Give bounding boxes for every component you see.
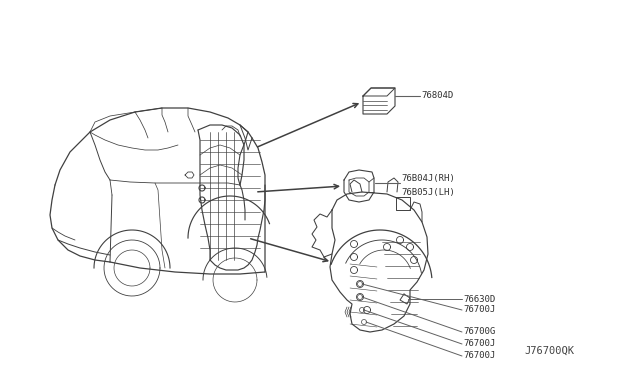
Text: 76B05J(LH): 76B05J(LH) [401, 187, 455, 196]
Text: 76700J: 76700J [463, 340, 495, 349]
Text: J76700QK: J76700QK [525, 345, 575, 355]
Text: 76700G: 76700G [463, 327, 495, 337]
Text: 76700J: 76700J [463, 305, 495, 314]
Text: 76700J: 76700J [463, 352, 495, 360]
Text: 76804D: 76804D [421, 92, 453, 100]
Text: 76630D: 76630D [463, 295, 495, 304]
Text: 76B04J(RH): 76B04J(RH) [401, 173, 455, 183]
